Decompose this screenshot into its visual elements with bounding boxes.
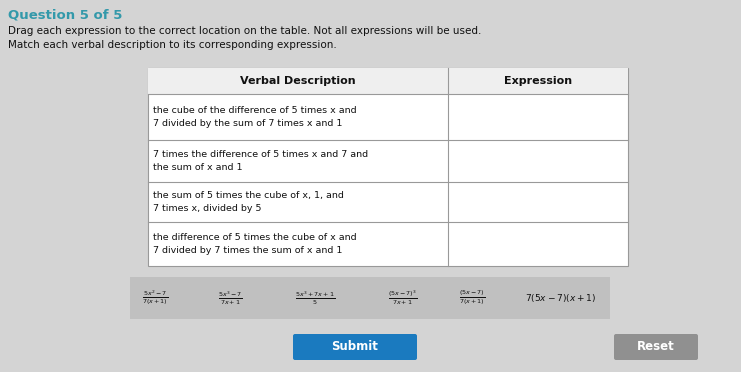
Text: Verbal Description: Verbal Description [240, 76, 356, 86]
Bar [148, 68, 628, 94]
Text: Match each verbal description to its corresponding expression.: Match each verbal description to its cor… [8, 40, 336, 50]
Text: Submit: Submit [331, 340, 379, 353]
Text: $\frac{(5x-7)}{7(x+1)}$: $\frac{(5x-7)}{7(x+1)}$ [459, 289, 485, 307]
Text: $\frac{5x^3+7x+1}{5}$: $\frac{5x^3+7x+1}{5}$ [295, 289, 335, 307]
Text: $\frac{5x^3-7}{7x+1}$: $\frac{5x^3-7}{7x+1}$ [218, 289, 242, 307]
FancyBboxPatch shape [614, 334, 698, 360]
Bar [148, 68, 628, 266]
Text: Drag each expression to the correct location on the table. Not all expressions w: Drag each expression to the correct loca… [8, 26, 482, 36]
Text: $\frac{(5x-7)^3}{7x+1}$: $\frac{(5x-7)^3}{7x+1}$ [388, 289, 418, 307]
Bar [130, 277, 610, 319]
Text: the sum of 5 times the cube of x, 1, and
7 times x, divided by 5: the sum of 5 times the cube of x, 1, and… [153, 191, 344, 213]
Text: $7(5x-7)(x+1)$: $7(5x-7)(x+1)$ [525, 292, 596, 304]
Text: the difference of 5 times the cube of x and
7 divided by 7 times the sum of x an: the difference of 5 times the cube of x … [153, 233, 356, 255]
Text: Reset: Reset [637, 340, 675, 353]
Text: 7 times the difference of 5 times x and 7 and
the sum of x and 1: 7 times the difference of 5 times x and … [153, 150, 368, 172]
Text: Expression: Expression [504, 76, 572, 86]
Text: $\frac{5x^2-7}{7(x+1)}$: $\frac{5x^2-7}{7(x+1)}$ [142, 289, 168, 307]
Text: the cube of the difference of 5 times x and
7 divided by the sum of 7 times x an: the cube of the difference of 5 times x … [153, 106, 356, 128]
FancyBboxPatch shape [293, 334, 417, 360]
Text: Question 5 of 5: Question 5 of 5 [8, 8, 122, 21]
